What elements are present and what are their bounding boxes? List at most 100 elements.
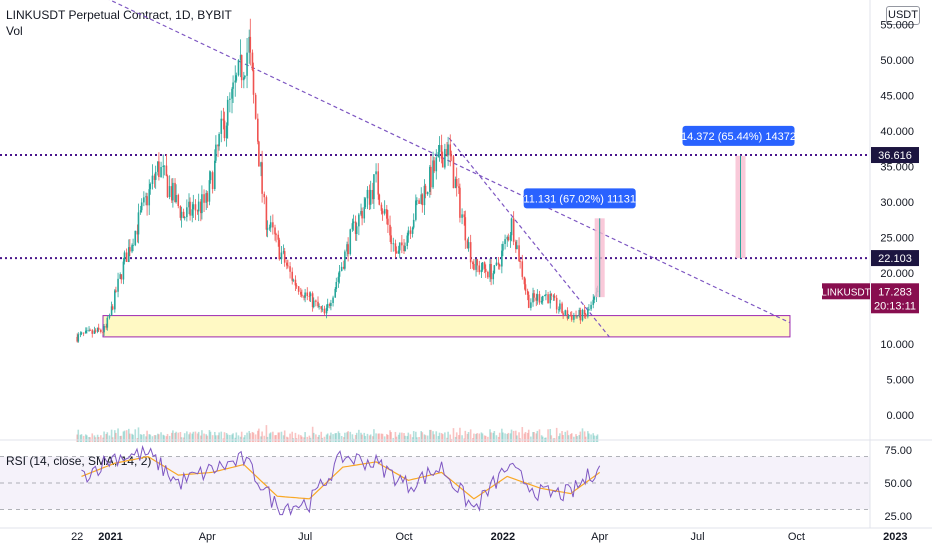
candle-body [495, 262, 498, 266]
volume-bar [397, 434, 400, 442]
currency-button[interactable]: USDT [886, 6, 920, 25]
candle-body [292, 279, 295, 281]
candle-body [507, 236, 510, 241]
volume-bar [235, 432, 238, 442]
candle-body [355, 226, 358, 234]
candle-body [174, 182, 176, 203]
candle-body [289, 266, 291, 272]
volume-bar [588, 433, 590, 442]
candle-body [114, 290, 116, 310]
candle-body [368, 189, 371, 205]
volume-bar [489, 429, 491, 442]
volume-bar [570, 433, 573, 442]
candle-body [502, 244, 504, 251]
candle-body [424, 185, 427, 195]
volume-bar [282, 435, 285, 442]
volume-bar [174, 433, 176, 442]
candle-body [473, 264, 475, 270]
volume-bar [239, 436, 242, 442]
candle-body [295, 285, 298, 287]
volume-bar [122, 431, 125, 442]
candle-body [231, 88, 233, 99]
volume-bar [407, 432, 410, 442]
volume-bar [261, 431, 263, 442]
volume-bar [354, 435, 357, 442]
volume-bar [340, 435, 343, 442]
candle-body [102, 331, 104, 333]
candle-body [386, 209, 388, 219]
candle-body [369, 189, 372, 205]
volume-bar [283, 430, 286, 442]
candle-body [472, 262, 474, 265]
candle-body [277, 234, 280, 240]
candle-body [220, 118, 223, 134]
volume-bar [449, 434, 452, 442]
candle-body [252, 70, 255, 95]
volume-bar [280, 431, 283, 442]
volume-bar [205, 434, 208, 442]
volume-bar [323, 436, 326, 442]
candle-body [590, 304, 592, 310]
candle-body [143, 197, 145, 203]
candle-body [337, 276, 340, 282]
volume-bar [409, 434, 412, 442]
candle-body [166, 175, 169, 198]
chart-title: LINKUSDT Perpetual Contract, 1D, BYBIT [6, 8, 232, 22]
volume-bar [91, 433, 94, 442]
candle-body [498, 264, 501, 267]
candle-body [306, 292, 309, 297]
volume-bar [225, 432, 228, 442]
candle-body [375, 171, 377, 175]
volume-bar [258, 428, 260, 442]
volume-bar [583, 431, 586, 442]
candle-body [194, 204, 197, 211]
candle-body [321, 308, 324, 310]
candle-body [397, 250, 400, 254]
candle-body [110, 306, 113, 316]
volume-bar [306, 436, 309, 442]
candle-body [89, 329, 91, 331]
volume-bar [437, 436, 440, 442]
candle-body [162, 165, 165, 168]
volume-bar [569, 434, 572, 442]
volume-bar [581, 428, 584, 442]
candle-body [581, 309, 584, 321]
candle-body [203, 194, 205, 203]
volume-bar [487, 436, 489, 442]
volume-bar [129, 433, 131, 442]
volume-bar [415, 431, 417, 442]
volume-bar [223, 432, 226, 442]
volume-bar [200, 435, 202, 442]
volume-bar [368, 435, 371, 442]
volume-bar [125, 430, 128, 442]
candle-body [566, 310, 569, 319]
candle-body [570, 315, 573, 320]
candle-body [294, 279, 297, 286]
candle-body [579, 309, 582, 321]
candle-body [483, 262, 486, 269]
volume-bar [326, 433, 329, 442]
candle-body [134, 230, 137, 246]
volume-bar [85, 434, 87, 442]
candle-body [105, 326, 108, 328]
candle-body [433, 160, 435, 172]
candle-body [338, 271, 341, 277]
candle-body [94, 330, 97, 332]
volume-bar [426, 435, 429, 442]
volume-bar [291, 431, 294, 442]
volume-bar [191, 433, 194, 442]
volume-bar [559, 433, 561, 442]
candle-body [354, 221, 357, 234]
candle-body [536, 294, 539, 301]
candle-body [559, 303, 561, 310]
candle-body [377, 171, 380, 195]
measure-label-box [682, 125, 795, 146]
candle-body [283, 251, 286, 263]
volume-bar [383, 436, 386, 442]
candle-body [366, 189, 369, 199]
volume-bar [555, 427, 558, 442]
candle-body [146, 196, 148, 206]
candle-body [593, 296, 596, 300]
